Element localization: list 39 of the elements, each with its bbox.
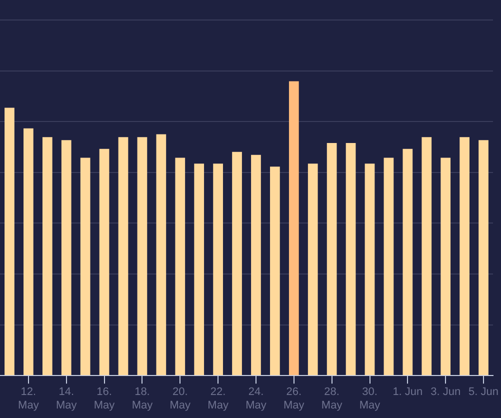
bar — [288, 81, 299, 376]
bar — [137, 137, 148, 376]
bar — [251, 154, 261, 376]
x-tick-label: 18. May — [132, 386, 154, 412]
x-tick-label: 24. May — [246, 386, 267, 412]
bar — [422, 137, 432, 376]
bar — [270, 166, 280, 376]
bar — [326, 143, 337, 376]
bar — [402, 148, 413, 376]
bar — [346, 143, 356, 376]
x-tick-label: 22. May — [208, 386, 229, 412]
x-tick-label: 30. May — [359, 386, 381, 412]
bar — [384, 158, 394, 376]
x-tick-label: 20. May — [170, 386, 192, 412]
x-tick-label: 16. May — [94, 386, 116, 412]
bar — [194, 164, 204, 376]
bar — [42, 137, 52, 376]
bar — [156, 134, 166, 376]
bar — [308, 164, 318, 376]
x-tick-label: 5. Jun — [468, 386, 499, 398]
x-tick-label: 28. May — [321, 386, 343, 412]
x-tick-label: 1. Jun — [392, 386, 423, 398]
bar — [118, 137, 128, 376]
x-tick-label: 26. May — [284, 386, 305, 412]
bar — [175, 158, 186, 376]
bar — [4, 108, 14, 376]
bar — [213, 164, 223, 376]
x-tick-label: 14. May — [56, 386, 78, 412]
bar — [232, 152, 242, 376]
bar — [61, 140, 72, 376]
x-tick-label: 3. Jun — [430, 386, 461, 398]
bar — [460, 137, 470, 376]
bar — [440, 158, 451, 376]
bar — [80, 158, 90, 376]
bar — [478, 140, 488, 376]
x-tick-label: 12. May — [18, 386, 40, 412]
bar — [99, 148, 110, 376]
bar — [364, 164, 375, 376]
bar — [24, 128, 34, 376]
